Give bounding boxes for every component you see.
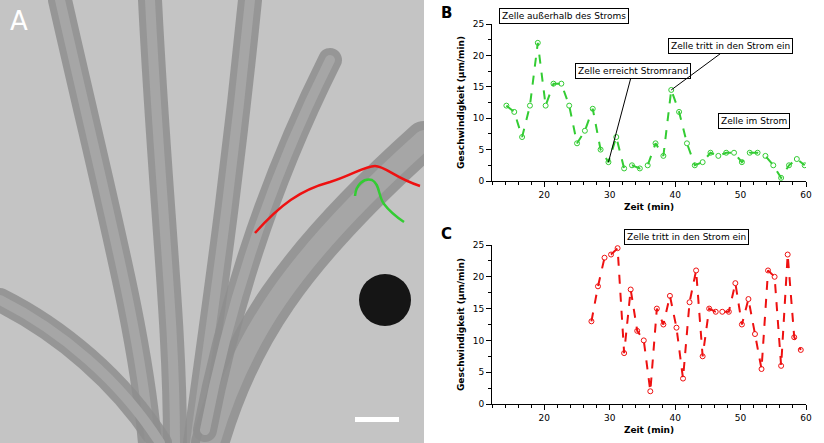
svg-text:40: 40 — [669, 190, 681, 200]
svg-text:Zelle außerhalb des Stroms: Zelle außerhalb des Stroms — [502, 11, 626, 21]
svg-text:C: C — [441, 225, 452, 243]
svg-text:60: 60 — [800, 413, 812, 423]
svg-text:Zelle tritt in den Strom ein: Zelle tritt in den Strom ein — [671, 41, 790, 51]
svg-text:A: A — [10, 6, 28, 36]
svg-text:Zeit (min): Zeit (min) — [624, 425, 674, 435]
svg-text:5: 5 — [478, 145, 484, 155]
svg-text:0: 0 — [478, 399, 484, 409]
svg-text:Zelle im Strom: Zelle im Strom — [721, 116, 787, 126]
svg-text:20: 20 — [539, 190, 551, 200]
svg-text:25: 25 — [473, 19, 484, 29]
svg-text:10: 10 — [473, 336, 485, 346]
svg-text:20: 20 — [473, 51, 485, 61]
svg-text:Zeit (min): Zeit (min) — [624, 202, 674, 212]
svg-text:B: B — [441, 4, 452, 22]
svg-text:10: 10 — [473, 113, 485, 123]
svg-text:20: 20 — [539, 413, 551, 423]
svg-text:25: 25 — [473, 240, 484, 250]
svg-text:20: 20 — [473, 272, 485, 282]
svg-text:30: 30 — [604, 413, 616, 423]
svg-text:0: 0 — [478, 176, 484, 186]
svg-text:60: 60 — [800, 190, 812, 200]
svg-text:50: 50 — [735, 413, 747, 423]
svg-text:Zelle tritt in den Strom ein: Zelle tritt in den Strom ein — [627, 232, 746, 242]
svg-text:15: 15 — [473, 82, 484, 92]
svg-text:5: 5 — [478, 367, 484, 377]
svg-text:Geschwindigkeit (µm/min): Geschwindigkeit (µm/min) — [456, 258, 466, 391]
svg-text:Geschwindigkeit (µm/min): Geschwindigkeit (µm/min) — [456, 36, 466, 169]
svg-text:40: 40 — [669, 413, 681, 423]
svg-text:50: 50 — [735, 190, 747, 200]
svg-text:Zelle erreicht Stromrand: Zelle erreicht Stromrand — [578, 66, 688, 76]
svg-text:15: 15 — [473, 304, 484, 314]
svg-text:30: 30 — [604, 190, 616, 200]
